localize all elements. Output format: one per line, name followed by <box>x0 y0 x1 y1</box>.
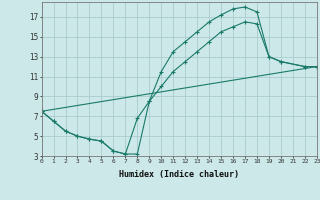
X-axis label: Humidex (Indice chaleur): Humidex (Indice chaleur) <box>119 170 239 179</box>
